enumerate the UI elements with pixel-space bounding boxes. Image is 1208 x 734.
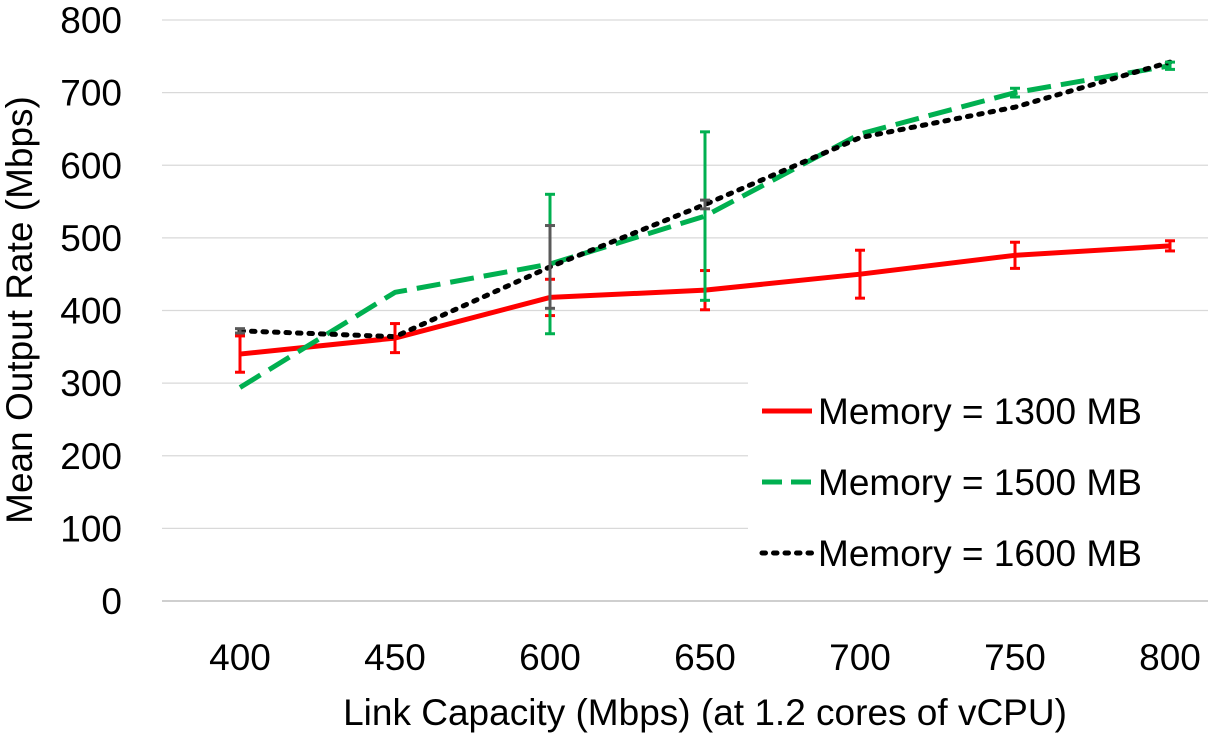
x-tick-label: 700 (829, 637, 891, 678)
error-bar (1010, 240, 1020, 270)
y-tick-label: 600 (60, 145, 122, 186)
x-tick-labels: 400 450 600 650 700 750 800 (209, 637, 1201, 678)
y-tick-label: 400 (60, 291, 122, 332)
y-tick-label: 300 (60, 363, 122, 404)
error-bar (1165, 239, 1175, 253)
error-bar (855, 248, 865, 300)
error-bar (545, 224, 555, 310)
x-tick-label: 650 (674, 637, 736, 678)
error-bar (1165, 60, 1175, 71)
y-axis-title: Mean Output Rate (Mbps) (0, 96, 40, 524)
y-tick-label: 700 (60, 73, 122, 114)
y-tick-label: 800 (60, 0, 122, 41)
x-axis-title: Link Capacity (Mbps) (at 1.2 cores of vC… (343, 692, 1067, 733)
legend-label: Memory = 1600 MB (818, 533, 1142, 574)
error-bar (700, 130, 710, 302)
y-tick-label: 500 (60, 218, 122, 259)
error-bar (235, 327, 245, 335)
legend-background (748, 378, 1208, 588)
error-bars (235, 60, 1175, 374)
x-tick-label: 600 (519, 637, 581, 678)
y-tick-labels: 0 100 200 300 400 500 600 700 800 (60, 0, 122, 622)
y-tick-label: 100 (60, 508, 122, 549)
y-tick-label: 200 (60, 436, 122, 477)
error-bar (1010, 86, 1020, 99)
error-bar (235, 334, 245, 374)
x-tick-label: 400 (209, 637, 271, 678)
x-tick-label: 800 (1139, 637, 1201, 678)
error-bar (700, 198, 710, 211)
x-tick-label: 450 (364, 637, 426, 678)
x-tick-label: 750 (984, 637, 1046, 678)
gridlines (162, 19, 1208, 529)
error-bar (390, 322, 400, 355)
y-tick-label: 0 (101, 581, 122, 622)
legend-label: Memory = 1500 MB (818, 462, 1142, 503)
legend-label: Memory = 1300 MB (818, 391, 1142, 432)
legend: Memory = 1300 MB Memory = 1500 MB Memory =… (748, 378, 1208, 588)
